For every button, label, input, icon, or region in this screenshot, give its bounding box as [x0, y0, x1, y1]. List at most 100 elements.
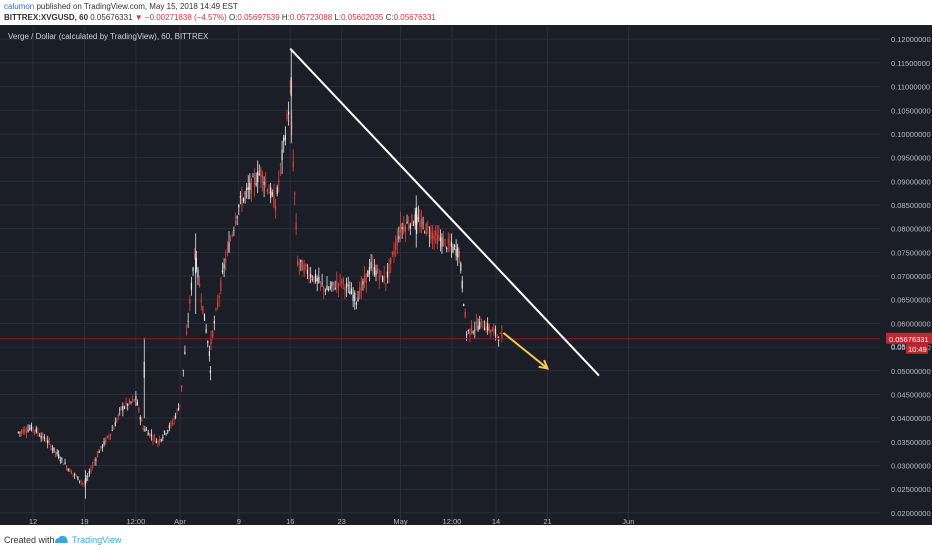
candle-body [323, 286, 325, 291]
candle-body [252, 176, 254, 178]
candle-body [310, 273, 312, 278]
candle-body [332, 282, 335, 285]
candle-body [359, 288, 361, 298]
candle-body [344, 286, 346, 291]
author-link[interactable]: calumon [4, 2, 35, 11]
footer: Created with TradingView [0, 528, 932, 550]
candle-body [449, 244, 451, 246]
candle-body [64, 462, 66, 464]
candle-body [162, 436, 164, 439]
candle-body [377, 268, 379, 274]
candle-body [288, 111, 290, 115]
y-tick-label: 0.09500000 [891, 154, 931, 163]
created-with-text: Created with [4, 535, 55, 545]
candle-body [105, 438, 107, 443]
candle-body [233, 229, 235, 231]
candle-body [37, 431, 39, 433]
candle-body [215, 309, 217, 310]
candle-body [362, 281, 364, 285]
candle-body [119, 409, 121, 411]
candle-body [401, 227, 403, 229]
candle-body [271, 192, 273, 196]
y-tick-label: 0.03000000 [891, 462, 931, 471]
candle-body [51, 448, 54, 450]
candle-body [108, 435, 110, 438]
x-tick-label: May [393, 517, 407, 525]
candle-body [149, 433, 151, 437]
candle-body [260, 168, 262, 178]
candle-body [22, 429, 24, 434]
candle-body [173, 418, 175, 420]
candle-body [435, 230, 437, 236]
x-tick-label: 12 [29, 517, 37, 525]
tradingview-brand[interactable]: TradingView [72, 535, 122, 545]
candle-body [477, 325, 479, 331]
candle-body [461, 280, 463, 289]
candle-body [308, 275, 310, 279]
candle-body [438, 235, 440, 239]
candle-body [257, 171, 259, 183]
candle-body [127, 403, 129, 407]
chart-header: calumon published on TradingView.com, Ma… [0, 0, 932, 24]
candle-body [125, 402, 127, 405]
candle-body [59, 459, 61, 461]
publish-line: calumon published on TradingView.com, Ma… [4, 2, 238, 11]
candle-body [436, 234, 438, 245]
price-chart[interactable]: Verge / Dollar (calculated by TradingVie… [0, 25, 932, 525]
candle-body [17, 431, 19, 433]
y-tick-label: 0.07000000 [891, 272, 931, 281]
candle-body [334, 287, 336, 290]
candle-body [139, 417, 141, 420]
candle-body [419, 221, 421, 227]
candle-body [144, 429, 146, 431]
candle-body [501, 332, 503, 340]
candle-body [311, 278, 313, 280]
candle-body [82, 482, 84, 484]
y-tick-label: 0.06500000 [891, 296, 931, 305]
candle-body [357, 297, 359, 302]
candle-body [300, 259, 302, 263]
candle-body [370, 262, 372, 269]
candle-body [446, 247, 448, 250]
candle-body [378, 275, 380, 281]
candle-body [200, 300, 202, 302]
candle-body [133, 399, 135, 402]
candle-body [455, 248, 457, 256]
candle-body [123, 407, 126, 409]
candle-body [32, 427, 34, 429]
candle-body [80, 481, 82, 483]
x-tick-label: Apr [174, 517, 186, 525]
candle-body [197, 269, 199, 278]
candle-body [187, 320, 189, 322]
candle-body [294, 192, 296, 196]
published-text: published on TradingView.com, May 15, 20… [36, 2, 238, 11]
candle-body [409, 224, 411, 229]
candle-body [352, 294, 354, 301]
y-tick-label: 0.03500000 [891, 438, 931, 447]
candle-body [482, 327, 484, 329]
candle-body [490, 330, 492, 332]
candle-body [168, 425, 170, 429]
candle-body [301, 260, 304, 271]
candle-body [417, 217, 419, 220]
candle-body [72, 473, 74, 475]
candle-body [170, 422, 172, 424]
candle-body [90, 470, 92, 472]
candle-body [203, 313, 206, 321]
candle-body [218, 296, 220, 298]
candle-body [74, 473, 76, 476]
candle-body [172, 423, 174, 425]
y-tick-label: 0.06000000 [891, 319, 931, 328]
candle-body [253, 177, 256, 185]
y-tick-label: 0.10000000 [891, 130, 931, 139]
ticker-line: BITTREX:XVGUSD, 60 0.05676331 ▼ −0.00271… [4, 13, 436, 22]
last-price: 0.05676331 [90, 13, 133, 22]
y-tick-label: 0.08000000 [891, 225, 931, 234]
candle-body [109, 433, 112, 436]
candle-body [263, 182, 265, 185]
candle-body [230, 239, 232, 241]
candle-body [433, 235, 435, 241]
candle-body [205, 329, 207, 333]
candle-body [395, 244, 397, 250]
y-tick-label: 0.04000000 [891, 414, 931, 423]
